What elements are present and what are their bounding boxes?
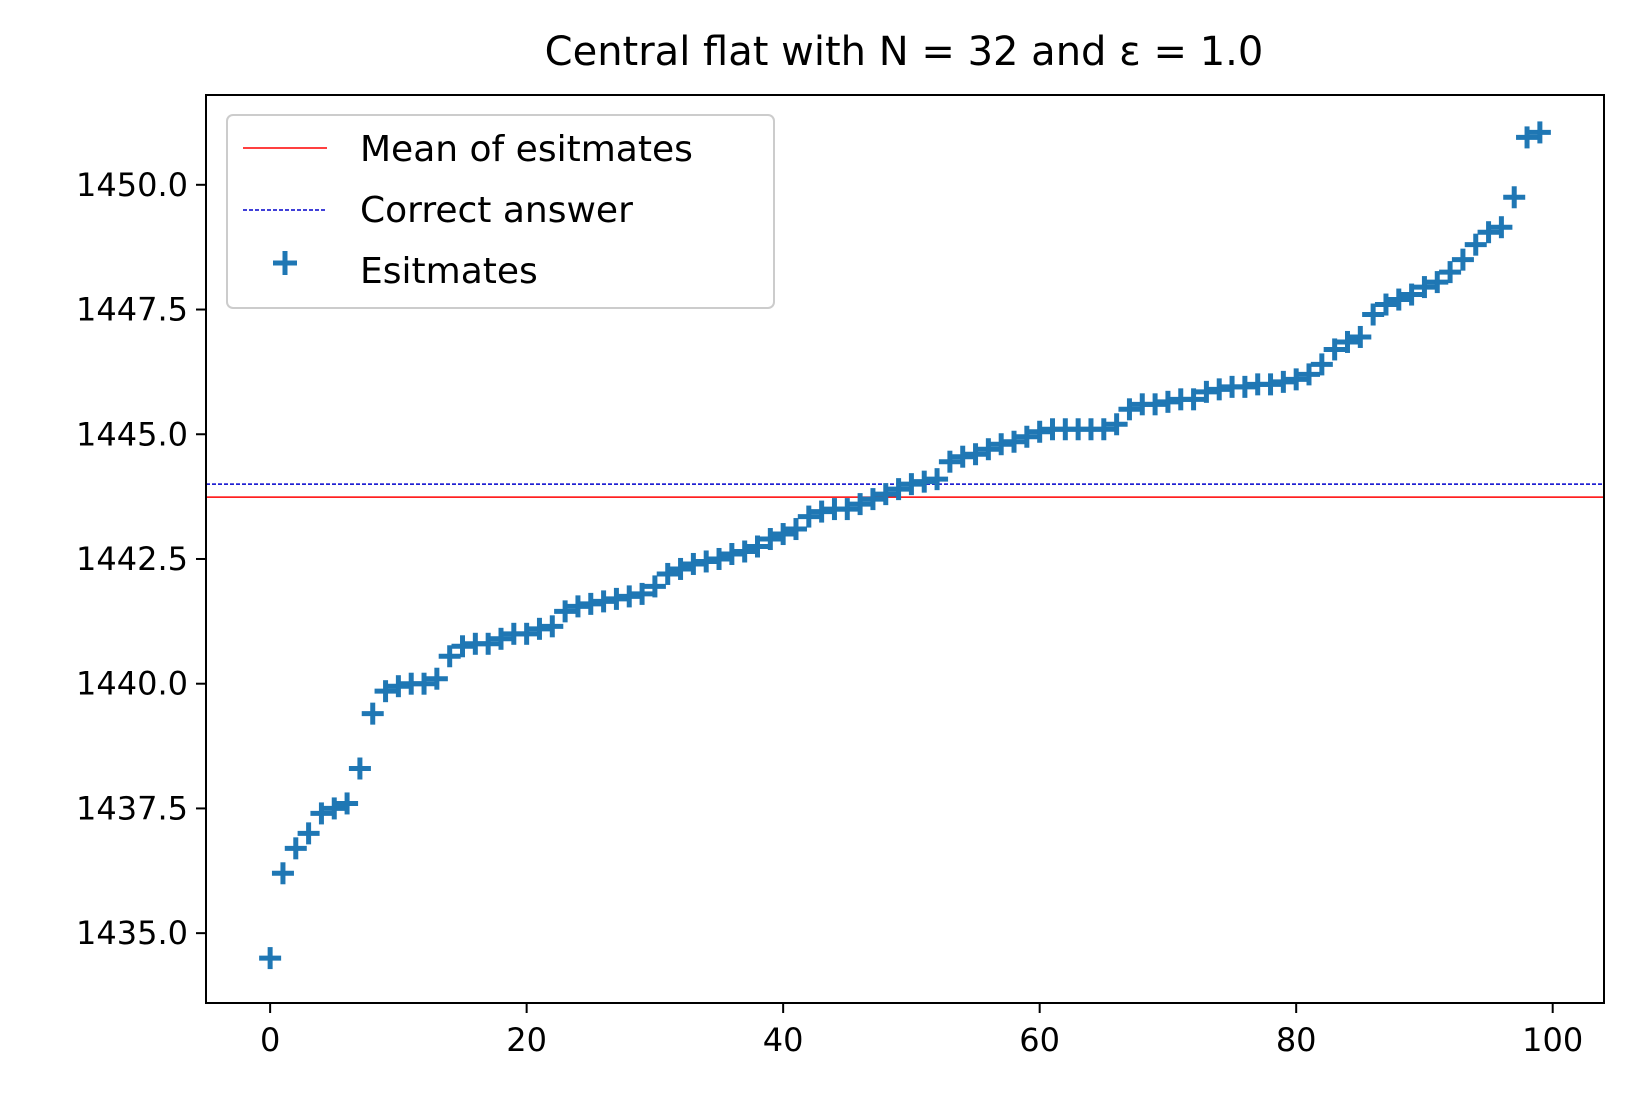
data-point [1310,353,1333,376]
data-point [887,478,910,501]
data-point [336,792,359,815]
data-point [926,468,949,491]
data-point [874,483,897,506]
data-point [784,518,807,541]
data-point [489,627,512,650]
data-point [438,645,461,668]
data-point [1490,216,1513,239]
plot-frame [205,94,1605,1004]
data-point [631,582,654,605]
data-point [708,547,731,570]
y-tick-label: 1437.5 [76,789,188,827]
data-point [849,493,872,516]
data-point [297,822,320,845]
data-point [348,757,371,780]
data-point [1323,338,1346,361]
data-point [477,632,500,655]
data-point [271,862,294,885]
legend-label-estimates: Esitmates [360,251,538,292]
data-point [425,667,448,690]
x-tick-label: 0 [260,1021,280,1059]
data-point [1336,330,1359,353]
data-point [1105,413,1128,436]
y-tick-label: 1442.5 [76,540,188,578]
data-point [669,557,692,580]
data-point [1092,418,1115,441]
data-point [746,535,769,558]
data-point [323,797,346,820]
plot-area [205,94,1605,1004]
legend-box [226,114,775,309]
data-point [759,528,782,551]
data-point [1362,303,1385,326]
data-point [1285,368,1308,391]
data-point [1516,126,1539,149]
legend-entry-correct: Correct answer [243,190,633,231]
legend-entry-estimates: Esitmates [273,251,538,292]
data-point [1451,248,1474,271]
x-tick-label: 60 [1019,1021,1060,1059]
data-point [1400,283,1423,306]
data-point [259,947,282,970]
data-point [1439,261,1462,284]
legend-label-correct: Correct answer [360,190,633,231]
data-point [1298,363,1321,386]
data-point [977,438,1000,461]
x-axis: 0 20 40 60 80 100 [260,1003,1583,1059]
data-point [1528,121,1551,144]
data-point [515,622,538,645]
chart-title: Central flat with N = 32 and ε = 1.0 [545,29,1264,75]
data-point [1426,271,1449,294]
data-point [1477,221,1500,244]
y-tick-label: 1445.0 [76,415,188,453]
legend-label-mean: Mean of esitmates [360,129,693,170]
data-point [1118,398,1141,421]
data-point [964,443,987,466]
y-tick-label: 1450.0 [76,166,188,204]
y-axis: 1435.0 1437.5 1440.0 1442.5 1445.0 1447.5 1450… [76,166,206,952]
data-points [259,121,1551,970]
x-tick-label: 100 [1522,1021,1583,1059]
data-point [836,498,859,521]
x-tick-label: 20 [506,1021,547,1059]
data-point [772,523,795,546]
data-point [643,575,666,598]
data-point [733,540,756,563]
legend: Mean of esitmates Correct answer Esitmat… [226,114,775,309]
data-point [1464,233,1487,256]
y-tick-label: 1440.0 [76,665,188,703]
data-point [1015,425,1038,448]
legend-entry-mean: Mean of esitmates [243,129,693,170]
data-point [1374,293,1397,316]
data-point [1413,276,1436,299]
data-point [861,488,884,511]
data-point [310,802,333,825]
x-tick-label: 40 [763,1021,804,1059]
data-point [361,702,384,725]
data-point [656,562,679,585]
data-point [1182,388,1205,411]
y-tick-label: 1447.5 [76,291,188,329]
data-point [541,615,564,638]
legend-swatch-plus-marker [273,251,297,275]
data-point [554,600,577,623]
x-tick-label: 80 [1276,1021,1317,1059]
data-point [284,837,307,860]
data-point [1503,186,1526,209]
y-tick-label: 1435.0 [76,914,188,952]
data-point [1387,288,1410,311]
data-point [938,450,961,473]
data-point [797,505,820,528]
data-point [1003,430,1026,453]
data-point [374,680,397,703]
data-point [413,672,436,695]
data-point [1349,325,1372,348]
